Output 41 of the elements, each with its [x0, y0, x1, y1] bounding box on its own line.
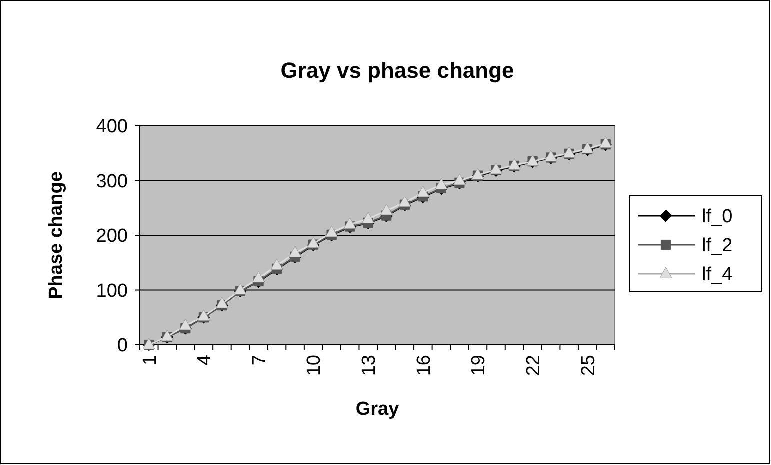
chart-title: Gray vs phase change	[280, 58, 514, 83]
point	[198, 310, 210, 321]
point	[490, 162, 502, 174]
x-tick-label: 4	[194, 354, 216, 366]
x-tick-label: 19	[468, 355, 490, 376]
point	[234, 283, 247, 295]
y-tick-label: 100	[96, 280, 128, 302]
x-tick-label: 7	[249, 355, 270, 366]
point	[344, 218, 356, 229]
legend-label: lf_2	[702, 236, 733, 257]
point	[472, 168, 484, 180]
legend-label: lf_4	[702, 264, 734, 286]
x-tick-label: 10	[304, 355, 326, 376]
point	[161, 330, 174, 342]
point	[252, 271, 265, 283]
y-tick-label: 0	[117, 336, 128, 357]
point	[435, 178, 448, 190]
legend-label: lf_0	[702, 206, 733, 228]
x-tick-label: 13	[359, 355, 380, 376]
point	[289, 246, 302, 258]
x-tick-label: 22	[523, 355, 544, 376]
point	[326, 226, 338, 238]
point	[179, 318, 192, 330]
y-tick-label: 400	[96, 116, 128, 138]
point	[380, 204, 393, 216]
point	[416, 186, 430, 198]
x-axis-title: Gray	[356, 399, 400, 420]
y-tick-label: 200	[96, 226, 128, 248]
x-tick-label: 16	[414, 355, 435, 376]
point	[270, 258, 284, 270]
point	[398, 196, 412, 208]
x-tick-label: 25	[578, 355, 600, 376]
point	[600, 136, 612, 148]
y-axis-title: Phase change	[46, 172, 67, 300]
point	[307, 236, 320, 248]
point	[216, 297, 228, 308]
point	[453, 174, 466, 186]
y-tick-label: 300	[96, 171, 128, 192]
point	[544, 150, 558, 162]
point	[362, 212, 375, 224]
x-tick-label: 1	[140, 355, 161, 366]
